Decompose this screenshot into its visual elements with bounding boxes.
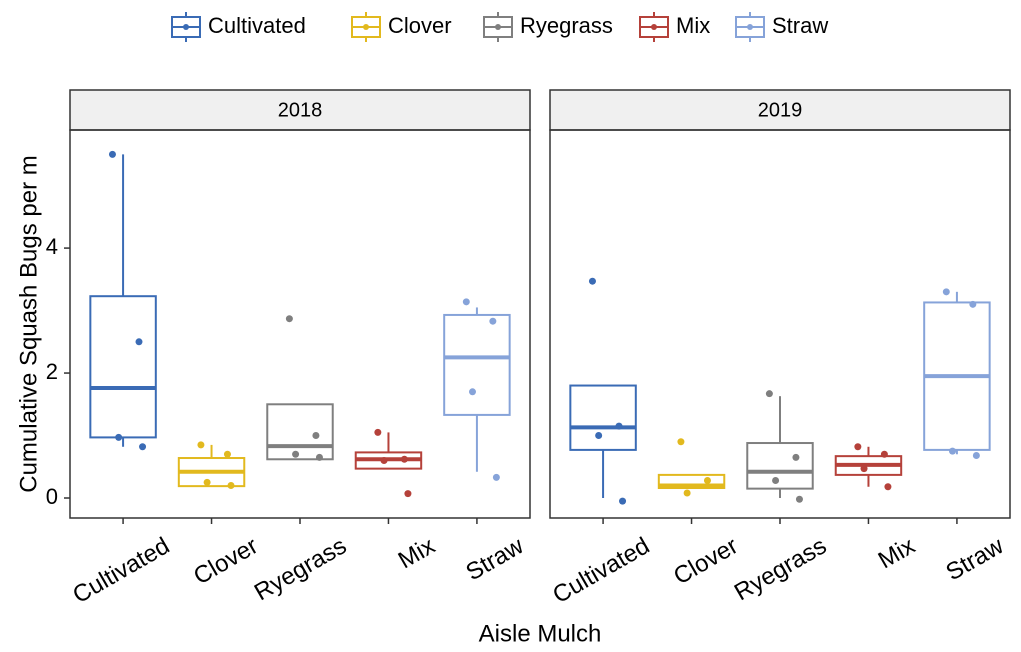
box xyxy=(569,384,637,451)
point xyxy=(588,277,596,285)
point xyxy=(884,483,892,491)
x-tick-label: Straw xyxy=(461,532,528,586)
panel-title: 2018 xyxy=(278,99,323,121)
point xyxy=(469,388,476,396)
x-tick-label: Mix xyxy=(394,532,440,574)
box xyxy=(266,403,334,461)
box xyxy=(746,442,814,490)
panel-title: 2019 xyxy=(758,99,803,121)
y-tick-label: 2 xyxy=(46,359,58,384)
point xyxy=(792,453,800,461)
legend-label: Ryegrass xyxy=(520,13,613,38)
point xyxy=(489,317,497,325)
legend-point xyxy=(747,24,753,30)
point xyxy=(374,428,382,436)
legend-label: Mix xyxy=(676,13,710,38)
point xyxy=(854,443,862,451)
point xyxy=(619,497,627,505)
point xyxy=(595,432,603,440)
point xyxy=(108,150,116,158)
point xyxy=(683,489,691,497)
point xyxy=(972,452,980,460)
x-tick-label: Cultivated xyxy=(68,532,174,609)
point xyxy=(285,315,293,323)
point xyxy=(795,495,803,503)
point xyxy=(223,450,231,458)
point xyxy=(949,447,956,455)
legend-label: Clover xyxy=(388,13,452,38)
legend-point xyxy=(363,24,369,30)
point xyxy=(677,438,685,446)
x-tick-label: Cultivated xyxy=(548,532,654,609)
point xyxy=(115,433,123,441)
point xyxy=(139,443,147,451)
point xyxy=(400,455,408,463)
x-tick-label: Straw xyxy=(941,532,1008,586)
point xyxy=(197,441,205,449)
point xyxy=(615,422,623,430)
point xyxy=(404,490,412,498)
point xyxy=(492,473,500,481)
x-tick-label: Ryegrass xyxy=(250,532,351,606)
legend-point xyxy=(651,24,657,30)
y-axis-title: Cumulative Squash Bugs per m xyxy=(15,155,42,493)
box xyxy=(443,313,511,416)
point xyxy=(227,482,235,490)
point xyxy=(765,390,773,398)
box xyxy=(89,295,157,439)
point xyxy=(880,450,888,458)
legend-label: Cultivated xyxy=(208,13,306,38)
point xyxy=(292,450,300,458)
point xyxy=(462,298,470,306)
y-tick-label: 4 xyxy=(46,234,58,259)
y-tick-label: 0 xyxy=(46,484,58,509)
x-tick-label: Mix xyxy=(874,532,920,574)
point xyxy=(380,457,388,465)
strip xyxy=(549,89,1011,131)
legend-label: Straw xyxy=(772,13,828,38)
point xyxy=(969,300,977,308)
strip xyxy=(69,89,531,131)
point xyxy=(135,338,143,346)
point xyxy=(203,478,211,486)
point xyxy=(315,453,323,461)
point xyxy=(772,477,780,485)
x-axis-title: Aisle Mulch xyxy=(479,620,602,647)
legend-point xyxy=(183,24,189,30)
point xyxy=(703,477,711,485)
point xyxy=(942,288,950,296)
x-tick-label: Ryegrass xyxy=(730,532,831,606)
point xyxy=(312,432,320,440)
point xyxy=(860,465,868,473)
legend-point xyxy=(495,24,501,30)
